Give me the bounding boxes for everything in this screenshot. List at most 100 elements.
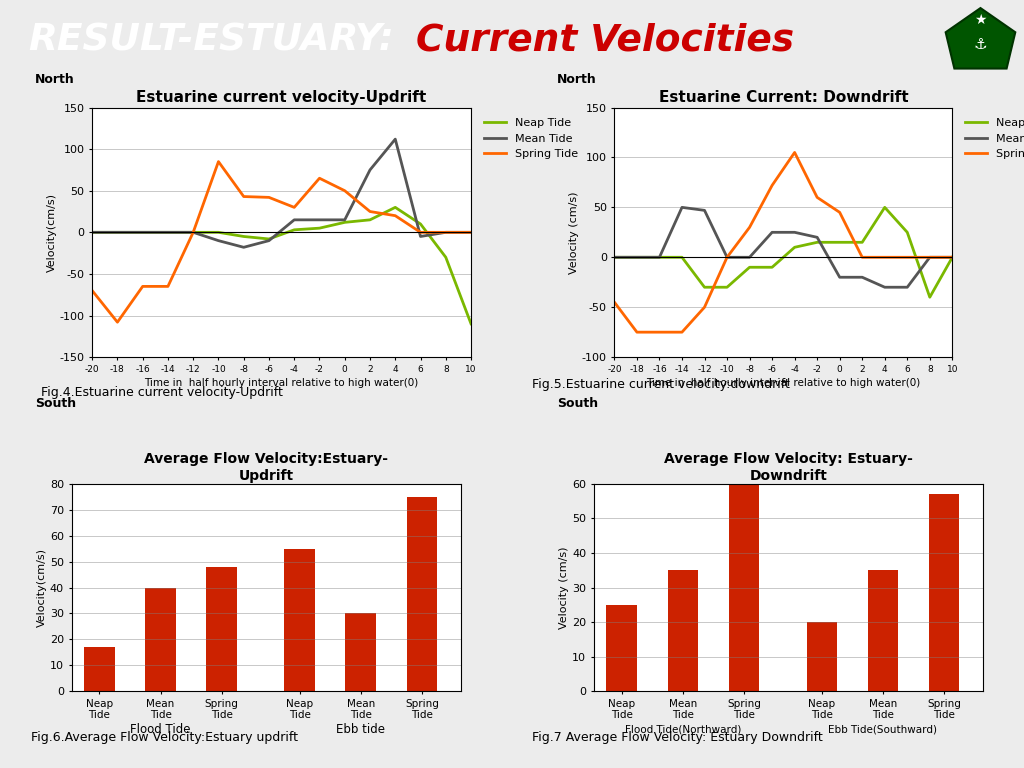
Spring Tide (415, 227, 427, 237)
Spring Tide (788, 147, 801, 157)
Spring Tide (439, 227, 452, 237)
Mean Tide (187, 227, 200, 237)
Mean Tide (743, 253, 756, 262)
Spring Tide (901, 253, 913, 262)
Title: Average Flow Velocity:Estuary-
Updrift: Average Flow Velocity:Estuary- Updrift (144, 452, 388, 482)
Neap Tide (879, 203, 891, 212)
Spring Tide (631, 327, 643, 336)
Text: South: South (35, 397, 77, 410)
Bar (929, 495, 959, 691)
Bar (145, 588, 176, 691)
Spring Tide (288, 203, 300, 212)
Mean Tide (465, 227, 477, 237)
Bar (867, 570, 898, 691)
Spring Tide (364, 207, 376, 216)
Legend: Neap Tide, Mean Tide, Spring Tide: Neap Tide, Mean Tide, Spring Tide (965, 118, 1024, 159)
Line: Mean Tide: Mean Tide (92, 139, 471, 247)
Spring Tide (212, 157, 224, 166)
Neap Tide (439, 253, 452, 262)
Neap Tide (86, 227, 98, 237)
Mean Tide (212, 236, 224, 245)
Spring Tide (339, 186, 351, 195)
Text: Fig.5.Estuarine current velocity:downdrift: Fig.5.Estuarine current velocity:downdri… (532, 378, 791, 391)
Mean Tide (439, 227, 452, 237)
Mean Tide (86, 227, 98, 237)
Mean Tide (924, 253, 936, 262)
Text: Current Velocities: Current Velocities (402, 22, 794, 58)
Mean Tide (364, 165, 376, 174)
Neap Tide (653, 253, 666, 262)
Y-axis label: Velocity(cm/s): Velocity(cm/s) (37, 548, 47, 627)
Neap Tide (465, 319, 477, 329)
Spring Tide (263, 193, 275, 202)
Neap Tide (721, 283, 733, 292)
Neap Tide (901, 227, 913, 237)
Mean Tide (288, 215, 300, 224)
Mean Tide (263, 236, 275, 245)
Spring Tide (86, 286, 98, 295)
Mean Tide (112, 227, 124, 237)
Spring Tide (834, 207, 846, 217)
Text: Ebb tide: Ebb tide (336, 723, 385, 736)
Mean Tide (698, 206, 711, 215)
Spring Tide (946, 253, 958, 262)
Spring Tide (721, 253, 733, 262)
Neap Tide (313, 223, 326, 233)
Mean Tide (879, 283, 891, 292)
Line: Neap Tide: Neap Tide (92, 207, 471, 324)
Spring Tide (653, 327, 666, 336)
X-axis label: Time in  half hourly interval relative to high water(0): Time in half hourly interval relative to… (144, 378, 419, 388)
Legend: Neap Tide, Mean Tide, Spring Tide: Neap Tide, Mean Tide, Spring Tide (484, 118, 579, 159)
Bar (668, 570, 698, 691)
Text: South: South (557, 397, 598, 410)
Mean Tide (676, 203, 688, 212)
Spring Tide (743, 223, 756, 232)
Text: Flood Tide(Northward): Flood Tide(Northward) (625, 725, 741, 735)
Bar (207, 567, 238, 691)
Spring Tide (856, 253, 868, 262)
Polygon shape (946, 8, 1016, 68)
Spring Tide (766, 180, 778, 190)
Text: North: North (35, 72, 75, 85)
Spring Tide (698, 303, 711, 312)
Bar (807, 622, 838, 691)
Neap Tide (112, 227, 124, 237)
Mean Tide (389, 134, 401, 144)
Neap Tide (766, 263, 778, 272)
Spring Tide (924, 253, 936, 262)
Title: Estuarine Current: Downdrift: Estuarine Current: Downdrift (658, 90, 908, 105)
Line: Neap Tide: Neap Tide (614, 207, 952, 297)
Mean Tide (162, 227, 174, 237)
Spring Tide (676, 327, 688, 336)
Mean Tide (766, 227, 778, 237)
Text: Fig.7 Average Flow Velocity: Estuary Downdrift: Fig.7 Average Flow Velocity: Estuary Dow… (532, 731, 823, 744)
Bar (345, 614, 376, 691)
Bar (729, 484, 760, 691)
Title: Average Flow Velocity: Estuary-
Downdrift: Average Flow Velocity: Estuary- Downdrif… (664, 452, 913, 482)
Neap Tide (364, 215, 376, 224)
Neap Tide (187, 227, 200, 237)
Line: Spring Tide: Spring Tide (92, 161, 471, 323)
Mean Tide (811, 233, 823, 242)
Neap Tide (811, 238, 823, 247)
Mean Tide (339, 215, 351, 224)
Spring Tide (313, 174, 326, 183)
Spring Tide (389, 211, 401, 220)
Title: Estuarine current velocity-Updrift: Estuarine current velocity-Updrift (136, 90, 427, 105)
Bar (84, 647, 115, 691)
Neap Tide (946, 253, 958, 262)
Mean Tide (721, 253, 733, 262)
Text: Ebb Tide(Southward): Ebb Tide(Southward) (828, 725, 938, 735)
Neap Tide (288, 225, 300, 234)
Line: Spring Tide: Spring Tide (614, 152, 952, 332)
Bar (407, 497, 437, 691)
Bar (285, 548, 315, 691)
Mean Tide (856, 273, 868, 282)
Spring Tide (811, 193, 823, 202)
Mean Tide (238, 243, 250, 252)
Neap Tide (834, 238, 846, 247)
Y-axis label: Velocity(cm/s): Velocity(cm/s) (47, 193, 56, 272)
Bar (606, 605, 637, 691)
Spring Tide (136, 282, 148, 291)
Mean Tide (415, 232, 427, 241)
